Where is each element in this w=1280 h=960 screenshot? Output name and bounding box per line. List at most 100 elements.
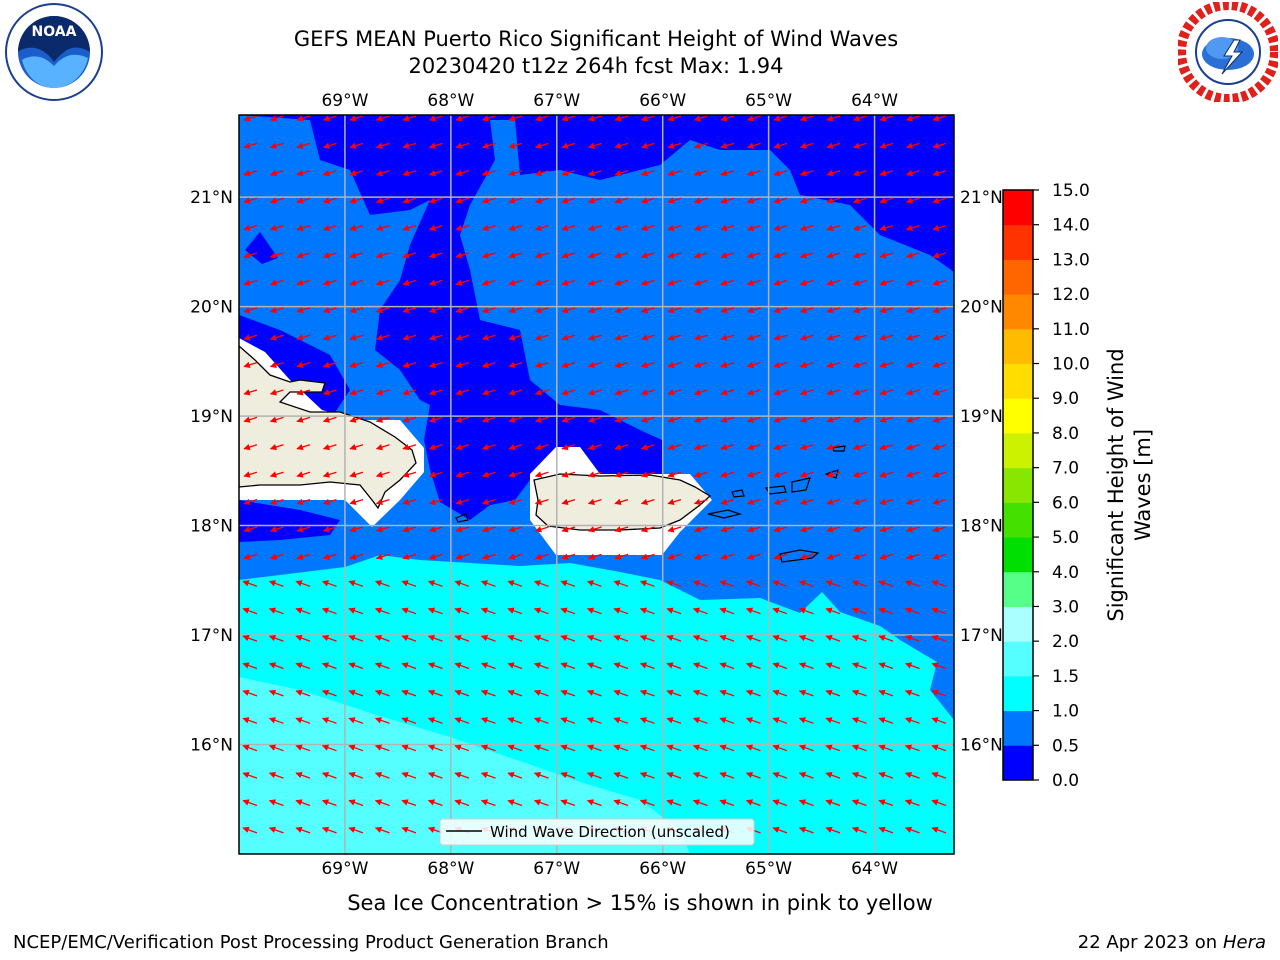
wave-arrow-29 bbox=[296, 142, 311, 149]
wave-arrow-54 bbox=[243, 169, 258, 177]
wave-arrow-5 bbox=[375, 115, 390, 122]
wave-arrow-570 bbox=[321, 689, 337, 697]
wave-arrow-472 bbox=[586, 580, 602, 587]
wave-arrow-550 bbox=[507, 662, 523, 670]
wave-arrow-547 bbox=[427, 662, 443, 670]
footer-date: 22 Apr 2023 on Hera bbox=[1078, 932, 1266, 953]
wave-arrow-500 bbox=[613, 607, 629, 615]
wave-arrow-385 bbox=[428, 498, 443, 505]
wave-arrow-679 bbox=[348, 799, 364, 807]
wave-arrow-493 bbox=[427, 607, 443, 615]
wave-arrow-120 bbox=[561, 224, 576, 231]
wave-arrow-3 bbox=[322, 115, 337, 122]
wave-arrow-588 bbox=[798, 689, 814, 697]
wave-arrow-671 bbox=[851, 772, 867, 779]
wave-arrow-652 bbox=[348, 772, 364, 779]
wave-arrow-502 bbox=[666, 607, 682, 615]
colorbar-segment-10 bbox=[1003, 398, 1033, 434]
wave-arrow-297 bbox=[243, 416, 258, 423]
wave-arrow-203 bbox=[614, 306, 629, 314]
wave-arrow-483 bbox=[878, 580, 894, 587]
lon-label-top-1: 68°W bbox=[427, 91, 474, 111]
wave-arrow-90 bbox=[481, 197, 496, 204]
wave-arrow-466 bbox=[427, 580, 443, 587]
wave-arrow-42 bbox=[640, 142, 655, 149]
wave-arrow-241 bbox=[905, 334, 920, 341]
wave-arrow-27 bbox=[243, 142, 258, 149]
wave-arrow-669 bbox=[798, 772, 814, 779]
wave-arrow-524 bbox=[533, 635, 549, 642]
wave-arrow-616 bbox=[825, 717, 841, 724]
wave-arrow-196 bbox=[428, 306, 443, 314]
wave-arrow-130 bbox=[826, 224, 841, 231]
wave-arrow-259 bbox=[667, 361, 682, 368]
wave-arrow-53 bbox=[932, 142, 947, 149]
wave-arrow-339 bbox=[640, 443, 655, 451]
colorbar-tick-9: 7.0 bbox=[1052, 459, 1079, 479]
wave-arrow-583 bbox=[666, 689, 682, 697]
wave-arrow-62 bbox=[455, 169, 470, 177]
wave-arrow-215 bbox=[932, 306, 947, 314]
wave-arrow-431 bbox=[932, 526, 947, 533]
wave-arrow-629 bbox=[454, 744, 470, 752]
lat-labels-left: 21°N 20°N 19°N 18°N 17°N 16°N bbox=[190, 188, 233, 755]
wave-arrow-578 bbox=[533, 689, 549, 697]
wave-arrow-286 bbox=[667, 389, 682, 396]
wave-arrow-697 bbox=[825, 799, 841, 807]
wave-arrow-10 bbox=[508, 115, 523, 122]
wave-arrow-534 bbox=[798, 635, 814, 642]
wave-arrow-228 bbox=[561, 334, 576, 341]
colorbar-tick-7: 5.0 bbox=[1052, 528, 1079, 548]
wave-arrow-462 bbox=[321, 580, 337, 587]
colorbar-segment-16 bbox=[1003, 190, 1033, 226]
wave-arrow-1 bbox=[269, 115, 284, 122]
wave-arrow-477 bbox=[719, 580, 735, 587]
wave-arrow-272 bbox=[296, 389, 311, 396]
wave-arrow-674 bbox=[931, 772, 947, 779]
wave-arrow-723 bbox=[798, 826, 814, 834]
map-legend: Wind Wave Direction (unscaled) bbox=[439, 818, 755, 846]
wave-arrow-161 bbox=[932, 252, 947, 259]
wave-arrow-322 bbox=[905, 416, 920, 423]
wave-arrow-83 bbox=[296, 197, 311, 204]
wave-arrow-304 bbox=[428, 416, 443, 423]
wave-arrow-49 bbox=[826, 142, 841, 149]
wave-arrow-625 bbox=[348, 744, 364, 752]
wave-arrow-579 bbox=[560, 689, 576, 697]
wave-arrow-106 bbox=[905, 197, 920, 204]
wave-arrow-186 bbox=[879, 279, 894, 286]
colorbar-segment-0 bbox=[1003, 745, 1033, 781]
wave-arrow-325 bbox=[269, 443, 284, 451]
wave-arrow-166 bbox=[349, 279, 364, 286]
wave-arrow-268 bbox=[905, 361, 920, 368]
wave-arrow-564 bbox=[878, 662, 894, 670]
wave-arrow-642 bbox=[798, 744, 814, 752]
lon-label-top-0: 69°W bbox=[321, 91, 368, 111]
wave-arrow-355 bbox=[349, 471, 364, 478]
wave-arrow-471 bbox=[560, 580, 576, 587]
wave-arrow-461 bbox=[295, 580, 311, 587]
wave-arrow-423 bbox=[720, 526, 735, 533]
wave-arrow-673 bbox=[904, 772, 920, 779]
colorbar-tick-6: 4.0 bbox=[1052, 563, 1079, 583]
wave-arrow-261 bbox=[720, 361, 735, 368]
wave-arrow-7 bbox=[428, 115, 443, 122]
wave-arrow-60 bbox=[402, 169, 417, 177]
wave-arrow-156 bbox=[799, 252, 814, 259]
wave-arrow-248 bbox=[375, 361, 390, 368]
gridlines bbox=[239, 115, 954, 854]
wave-arrow-605 bbox=[533, 717, 549, 724]
wave-arrow-663 bbox=[639, 772, 655, 779]
colorbar-segment-6 bbox=[1003, 537, 1033, 573]
wave-arrow-356 bbox=[375, 471, 390, 478]
map-area bbox=[239, 115, 954, 854]
wave-arrow-393 bbox=[640, 498, 655, 505]
lat-label-right-5: 16°N bbox=[960, 736, 1003, 756]
wave-arrow-108 bbox=[243, 224, 258, 231]
wave-arrow-200 bbox=[534, 306, 549, 314]
wave-arrow-496 bbox=[507, 607, 523, 615]
wave-arrow-211 bbox=[826, 306, 841, 314]
wave-arrow-168 bbox=[402, 279, 417, 286]
wave-arrow-604 bbox=[507, 717, 523, 724]
wave-arrow-366 bbox=[640, 471, 655, 478]
